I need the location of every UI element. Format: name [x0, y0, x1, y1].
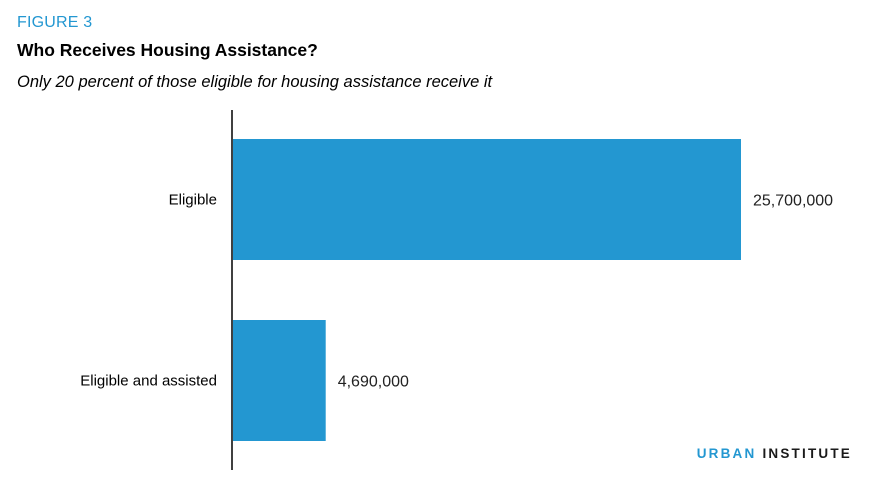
brand-word-institute: INSTITUTE: [762, 446, 852, 461]
figure-label: FIGURE 3: [17, 14, 93, 31]
category-label: Eligible: [169, 192, 217, 209]
chart-subtitle: Only 20 percent of those eligible for ho…: [17, 73, 493, 91]
bar-0: [233, 139, 741, 260]
urban-institute-logo: URBAN INSTITUTE: [697, 446, 852, 461]
category-label: Eligible and assisted: [80, 373, 217, 390]
chart-title: Who Receives Housing Assistance?: [17, 40, 318, 60]
value-label: 4,690,000: [338, 374, 409, 391]
bar-1: [233, 320, 326, 441]
brand-word-urban: URBAN: [696, 446, 757, 461]
value-label: 25,700,000: [753, 193, 833, 210]
